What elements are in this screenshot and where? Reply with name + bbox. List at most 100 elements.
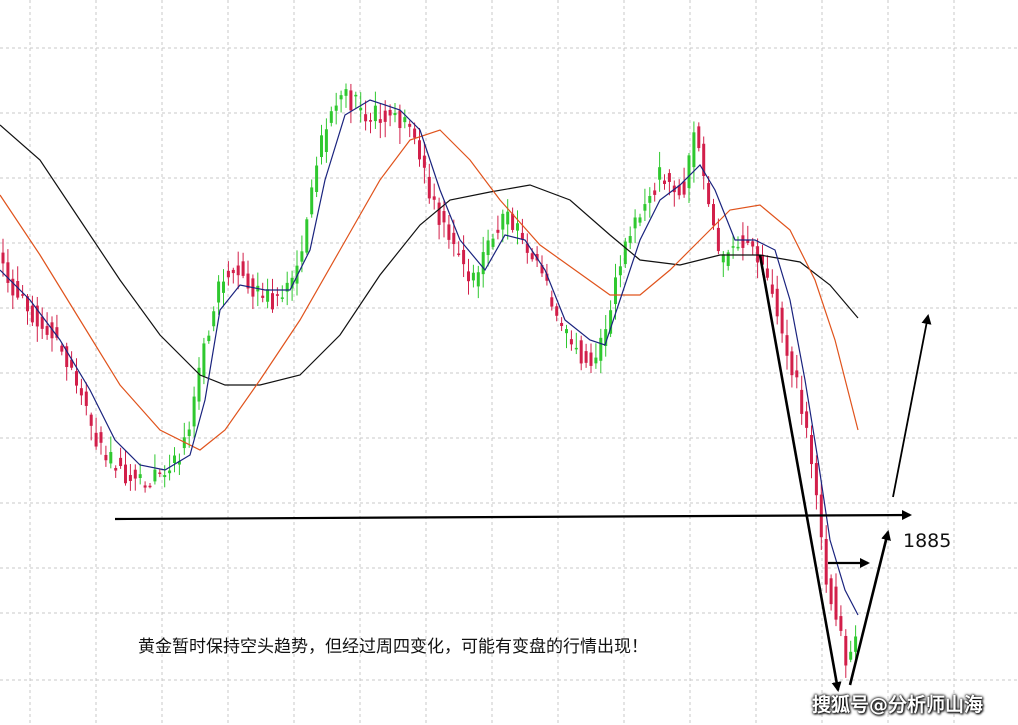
candle bbox=[663, 174, 666, 190]
candle bbox=[525, 233, 529, 264]
candle bbox=[844, 629, 848, 678]
candle bbox=[491, 233, 495, 250]
candle bbox=[814, 455, 818, 510]
candle bbox=[261, 282, 265, 303]
candle bbox=[565, 324, 568, 349]
candle bbox=[633, 209, 637, 244]
annotation-arrows bbox=[114, 254, 932, 692]
candle bbox=[697, 122, 701, 152]
candlestick-series bbox=[1, 83, 858, 678]
candle bbox=[16, 266, 20, 300]
candle bbox=[520, 218, 524, 245]
candle bbox=[45, 312, 49, 340]
candle bbox=[712, 198, 715, 230]
candle bbox=[457, 241, 461, 257]
candle bbox=[40, 307, 44, 339]
candle bbox=[805, 401, 809, 438]
candle bbox=[177, 453, 181, 476]
candle bbox=[187, 421, 191, 448]
candle bbox=[6, 249, 10, 293]
candle bbox=[422, 141, 426, 184]
candle bbox=[834, 573, 838, 627]
candle bbox=[393, 103, 397, 123]
candle bbox=[251, 274, 255, 310]
candle bbox=[584, 343, 588, 368]
candle bbox=[378, 103, 382, 139]
candle bbox=[589, 343, 593, 374]
candle bbox=[795, 354, 799, 389]
candle bbox=[364, 100, 368, 131]
watermark-text: 搜狐号@分析师山海 bbox=[812, 694, 984, 716]
candle bbox=[677, 179, 681, 200]
candle bbox=[756, 238, 760, 279]
candle bbox=[388, 104, 392, 127]
candle bbox=[765, 255, 769, 281]
candle bbox=[124, 450, 127, 486]
candle bbox=[89, 412, 93, 441]
candle bbox=[334, 92, 338, 125]
candle bbox=[109, 436, 113, 469]
candle bbox=[369, 112, 372, 134]
candle bbox=[800, 375, 804, 425]
candle bbox=[60, 343, 64, 356]
candle bbox=[462, 235, 466, 278]
candle bbox=[197, 357, 201, 410]
candle bbox=[133, 464, 137, 491]
candle bbox=[770, 269, 774, 298]
candle bbox=[854, 625, 858, 659]
candle bbox=[653, 182, 657, 202]
candle bbox=[467, 258, 470, 295]
candle bbox=[609, 300, 613, 338]
candle bbox=[266, 278, 270, 309]
candle bbox=[604, 315, 608, 357]
candle bbox=[114, 465, 118, 478]
candle bbox=[741, 222, 745, 261]
candle bbox=[658, 151, 662, 192]
candle bbox=[427, 163, 431, 204]
candle bbox=[672, 180, 676, 207]
candle bbox=[476, 265, 480, 299]
candle bbox=[359, 92, 363, 123]
candle bbox=[707, 176, 711, 207]
candle bbox=[775, 275, 779, 325]
candle bbox=[746, 225, 750, 246]
candle bbox=[736, 236, 740, 251]
candle bbox=[158, 469, 162, 478]
candle bbox=[702, 136, 706, 190]
annotation-arrow bbox=[848, 530, 891, 686]
candle bbox=[383, 100, 387, 138]
candle bbox=[128, 464, 132, 491]
candle bbox=[75, 358, 78, 394]
candle bbox=[599, 328, 603, 374]
annotation-arrow bbox=[758, 254, 842, 692]
candle bbox=[84, 382, 88, 416]
candle bbox=[339, 90, 343, 113]
candle bbox=[623, 237, 627, 268]
candle bbox=[295, 250, 299, 296]
candle bbox=[403, 109, 407, 129]
candle bbox=[579, 335, 583, 371]
candle bbox=[241, 252, 245, 279]
candle bbox=[839, 605, 843, 637]
candle bbox=[780, 301, 784, 343]
candle bbox=[437, 197, 441, 240]
candle bbox=[408, 120, 412, 138]
candle bbox=[682, 167, 686, 198]
candle bbox=[192, 386, 196, 438]
candle bbox=[271, 278, 274, 313]
candle bbox=[398, 104, 402, 144]
candle bbox=[212, 306, 216, 332]
candle bbox=[413, 122, 417, 145]
candle bbox=[354, 91, 358, 108]
candle bbox=[829, 574, 833, 611]
candle bbox=[628, 226, 632, 250]
chart-caption: 黄金暂时保持空头趋势，但经过周四变化，可能有变盘的行情出现！ bbox=[138, 637, 648, 657]
candle bbox=[70, 351, 74, 371]
candle bbox=[119, 447, 123, 469]
candle bbox=[373, 91, 377, 129]
candle bbox=[315, 156, 319, 198]
candle bbox=[222, 269, 225, 307]
candle bbox=[496, 215, 500, 240]
